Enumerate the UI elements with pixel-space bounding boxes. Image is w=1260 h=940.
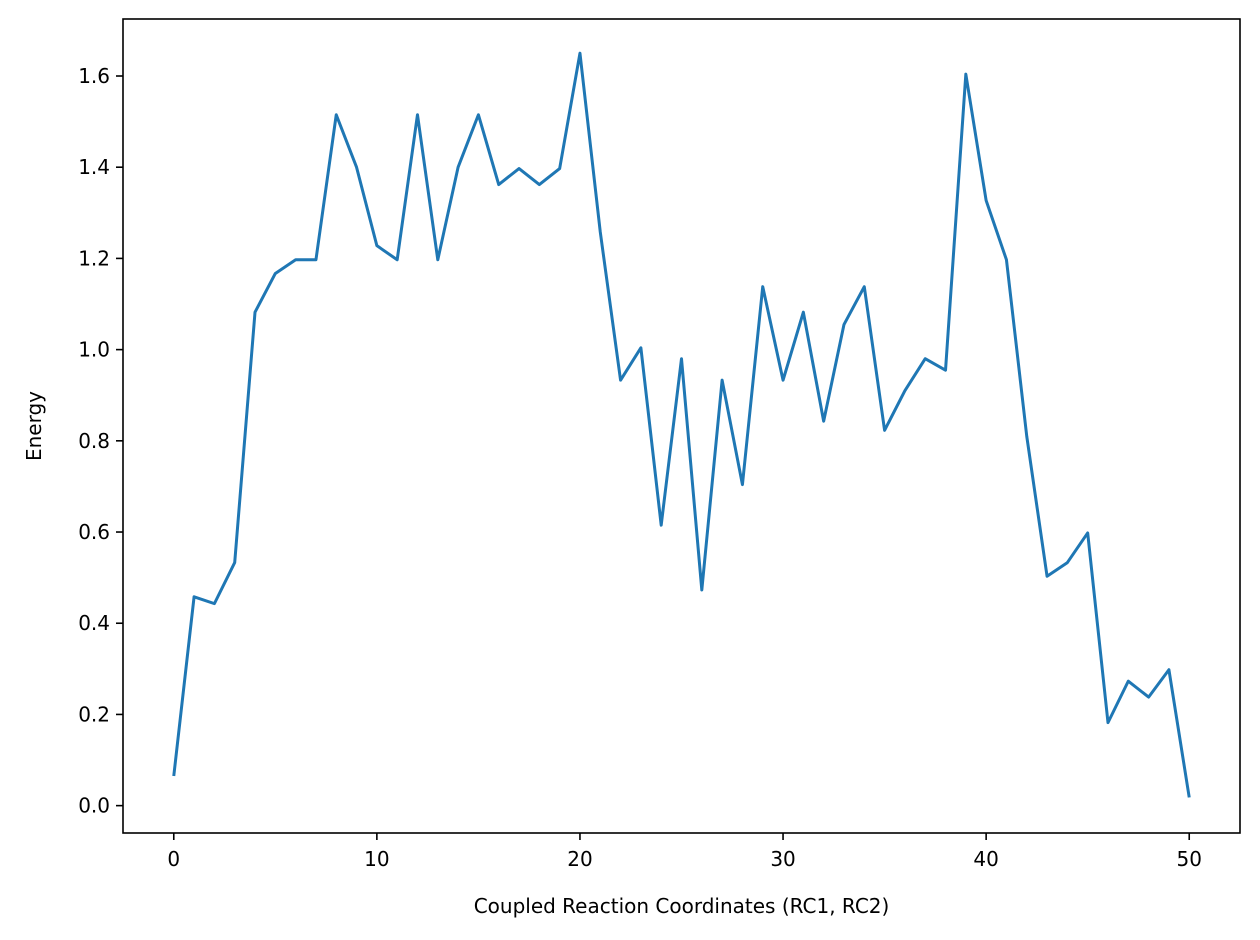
y-axis-ticks: 0.0 0.2 0.4 0.6 0.8 1.0 1.2 1.4 1.6	[78, 64, 123, 818]
x-tick-label: 30	[770, 847, 795, 871]
y-tick-label: 0.8	[78, 429, 110, 453]
y-tick-label: 1.6	[78, 64, 110, 88]
x-tick-label: 50	[1177, 847, 1202, 871]
y-tick-label: 1.0	[78, 338, 110, 362]
series-layer	[172, 51, 1191, 798]
y-tick-label: 0.2	[78, 702, 110, 726]
x-tick-label: 20	[567, 847, 592, 871]
y-axis-title: Energy	[22, 391, 46, 461]
x-tick-label: 40	[973, 847, 998, 871]
y-tick-label: 0.4	[78, 611, 110, 635]
y-tick-label: 1.2	[78, 246, 110, 270]
plot-frame	[122, 18, 1241, 834]
y-tick-label: 0.0	[78, 794, 110, 818]
y-tick-label: 1.4	[78, 155, 110, 179]
series-line	[172, 51, 1191, 798]
x-tick-label: 0	[167, 847, 180, 871]
y-tick-label: 0.6	[78, 520, 110, 544]
x-axis-ticks: 0 10 20 30 40 50	[167, 833, 1202, 871]
x-axis-title: Coupled Reaction Coordinates (RC1, RC2)	[474, 894, 890, 918]
x-tick-label: 10	[364, 847, 389, 871]
plot-area-background	[123, 19, 1240, 833]
